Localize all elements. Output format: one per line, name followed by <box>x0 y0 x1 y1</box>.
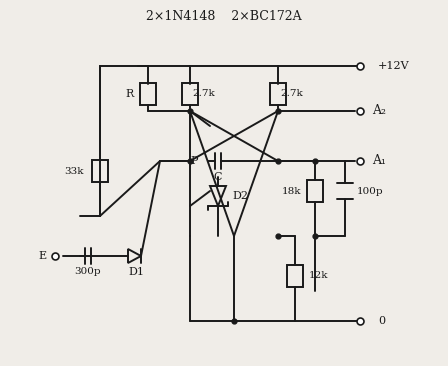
Text: +12V: +12V <box>378 61 409 71</box>
Text: D1: D1 <box>128 267 144 277</box>
Bar <box>182 83 198 105</box>
Text: A₂: A₂ <box>372 105 386 117</box>
Text: A₁: A₁ <box>372 154 386 168</box>
Text: 0: 0 <box>378 316 385 326</box>
Text: R: R <box>126 89 134 99</box>
Bar <box>307 180 323 202</box>
Bar <box>92 160 108 182</box>
Text: 300p: 300p <box>75 268 101 276</box>
Text: C: C <box>214 172 222 182</box>
Text: 2.7k: 2.7k <box>280 90 303 98</box>
Bar <box>270 83 286 105</box>
Text: P: P <box>190 156 198 166</box>
Bar <box>287 265 303 287</box>
Text: 2×1N4148    2×BC172A: 2×1N4148 2×BC172A <box>146 10 302 22</box>
Text: 12k: 12k <box>309 272 328 280</box>
Text: D2: D2 <box>232 191 248 201</box>
Text: 18k: 18k <box>281 187 301 195</box>
Bar <box>140 83 156 105</box>
Text: 2.7k: 2.7k <box>192 90 215 98</box>
Text: 33k: 33k <box>65 167 84 176</box>
Text: E: E <box>39 251 47 261</box>
Text: 100p: 100p <box>357 187 383 195</box>
